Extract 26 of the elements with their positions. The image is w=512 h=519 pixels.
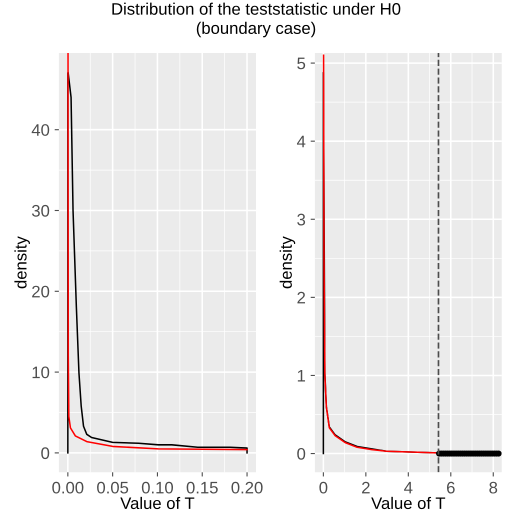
y-tick-label: 10 xyxy=(32,366,50,378)
x-axis-title: Value of T xyxy=(371,496,446,510)
x-tick-label: 4 xyxy=(404,482,412,494)
x-tick-label: 0.15 xyxy=(186,482,218,494)
x-tick-label: 0 xyxy=(319,482,328,494)
y-tick-label: 4 xyxy=(296,136,306,148)
x-tick-label: 0.00 xyxy=(52,482,84,494)
chart-title: Distribution of the teststatistic under H0 (boundary case) xyxy=(112,2,400,38)
y-tick-label: 2 xyxy=(297,292,306,304)
y-tick-label: 1 xyxy=(298,370,306,382)
y-tick-label: 0 xyxy=(297,448,306,460)
x-tick-label: 0.10 xyxy=(142,482,174,494)
x-tick-label: 2 xyxy=(362,482,370,494)
y-tick-label: 40 xyxy=(32,124,50,136)
x-tick-label: 0.05 xyxy=(97,482,128,494)
y-tick-label: 0 xyxy=(41,447,50,460)
y-axis-title: density xyxy=(14,236,30,288)
y-tick-label: 3 xyxy=(297,214,306,226)
y-tick-label: 30 xyxy=(32,204,50,217)
x-tick-label: 6 xyxy=(447,482,455,494)
x-tick-label: 8 xyxy=(489,482,498,494)
y-tick-label: 20 xyxy=(32,286,50,298)
x-axis-title: Value of T xyxy=(120,496,194,510)
y-axis-title: density xyxy=(280,236,296,288)
x-tick-label: 0.20 xyxy=(231,482,263,494)
y-tick-label: 5 xyxy=(297,58,306,70)
